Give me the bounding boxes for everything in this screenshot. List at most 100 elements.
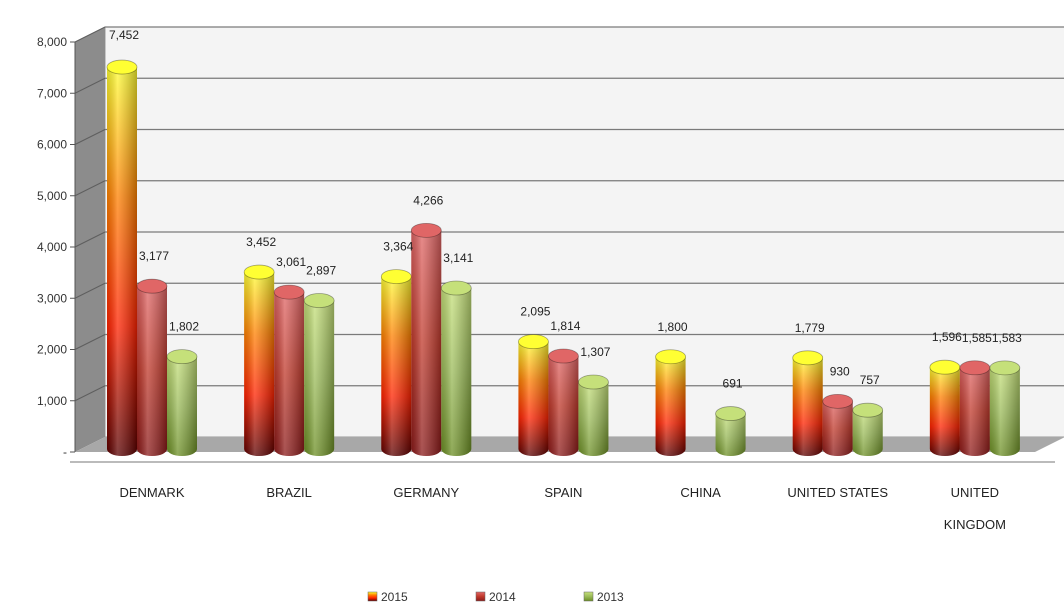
data-label-2014-5: 930 — [830, 364, 850, 378]
bar-top-2013-4 — [715, 406, 746, 421]
category-label-line: DENMARK — [119, 485, 184, 500]
bar-shade-2013-6 — [989, 367, 1020, 457]
bar-shade-2013-2 — [441, 288, 472, 457]
legend-swatch-2014 — [475, 591, 486, 602]
bar-top-2013-6 — [989, 360, 1021, 376]
bar-top-2014-3 — [548, 348, 579, 364]
data-label-2013-3: 1,307 — [580, 345, 610, 359]
bar-shade-2013-0 — [167, 356, 197, 456]
bar-top-2014-1 — [273, 284, 305, 300]
data-label-2013-2: 3,141 — [443, 251, 473, 265]
bar-shade-2013-3 — [578, 382, 609, 457]
data-label-2015-3: 2,095 — [520, 305, 550, 319]
legend-label-2015: 2015 — [381, 590, 408, 604]
y-tick-label: 6,000 — [37, 138, 67, 152]
data-label-2015-6: 1,596 — [932, 330, 962, 344]
data-label-2013-0: 1,802 — [169, 320, 199, 334]
bar-shade-2015-2 — [381, 276, 412, 457]
bar-shade-2015-6 — [929, 367, 960, 457]
bar-top-2015-4 — [655, 349, 686, 365]
data-label-2013-1: 2,897 — [306, 264, 336, 278]
bar-shade-2015-4 — [655, 356, 686, 457]
bar-top-2014-0 — [136, 278, 168, 294]
y-tick-label: - — [63, 445, 67, 459]
gridline-side — [74, 231, 106, 248]
bar-top-2013-3 — [578, 374, 609, 390]
bar-top-2015-1 — [243, 264, 275, 280]
bar-top-2014-6 — [959, 360, 991, 376]
category-label: BRAZIL — [266, 485, 312, 500]
gridline-side — [74, 77, 106, 94]
bar-shade-2014-2 — [411, 230, 442, 457]
bar-shade-2013-4 — [715, 413, 746, 457]
data-label-2015-1: 3,452 — [246, 235, 276, 249]
bar-shade-2013-1 — [304, 300, 335, 457]
data-label-2014-0: 3,177 — [139, 249, 169, 263]
legend-label-2014: 2014 — [489, 590, 516, 604]
data-label-2013-5: 757 — [860, 373, 880, 387]
bar-top-2015-2 — [380, 269, 412, 284]
bar-shade-2014-3 — [548, 356, 579, 457]
data-label-2013-6: 1,583 — [992, 331, 1022, 345]
bar-top-2014-2 — [410, 222, 442, 238]
y-axis-ticks: - 1,000 2,000 3,000 4,000 5,000 6,000 7,000 8,00… — [37, 35, 1055, 463]
gridline-side — [74, 26, 106, 43]
data-label-2014-1: 3,061 — [276, 255, 306, 269]
gridline-side — [74, 282, 106, 299]
category-label-line: BRAZIL — [266, 485, 312, 500]
data-label-2014-6: 1,585 — [962, 331, 992, 345]
data-label-2015-0: 7,452 — [109, 28, 139, 42]
data-label-2014-3: 1,814 — [550, 319, 580, 333]
y-tick-label: 2,000 — [37, 343, 67, 357]
category-label-line: KINGDOM — [944, 517, 1006, 532]
x-axis-categories: DENMARK BRAZIL GERMANY SPAIN CHINA UNITED STA… — [119, 485, 1005, 532]
legend-swatch-2015 — [367, 591, 378, 602]
bar-shade-2014-6 — [959, 367, 990, 457]
bar-top-2015-6 — [929, 359, 961, 375]
gridline-side — [74, 129, 106, 145]
bar-top-2013-2 — [440, 280, 472, 296]
bar-shade-2014-5 — [822, 401, 853, 457]
y-tick-label: 8,000 — [37, 35, 67, 49]
legend: 2015 2014 2013 — [367, 590, 624, 604]
data-label-2015-4: 1,800 — [658, 320, 688, 334]
gridline-side — [74, 180, 106, 197]
y-tick-label: 5,000 — [37, 189, 67, 203]
bar-top-2015-0 — [106, 59, 138, 75]
bars — [106, 59, 1021, 457]
bar-top-2015-5 — [792, 350, 824, 366]
y-tick-label: 3,000 — [37, 291, 67, 305]
data-label-2014-2: 4,266 — [413, 193, 443, 207]
bar-shade-2015-3 — [518, 341, 549, 457]
gridline-side — [74, 334, 106, 350]
legend-swatch-2013 — [583, 591, 594, 602]
bar-top-2015-3 — [518, 334, 549, 350]
category-label-line: SPAIN — [544, 485, 582, 500]
gridlines — [74, 26, 1064, 402]
category-label: CHINA — [680, 485, 721, 500]
category-label-line: UNITED STATES — [787, 485, 888, 500]
bar-shade-2015-5 — [792, 357, 823, 457]
bar-shade-2014-1 — [274, 292, 305, 457]
bar-shade-2013-5 — [852, 410, 883, 457]
category-label: DENMARK — [119, 485, 184, 500]
bar-top-2014-5 — [822, 393, 854, 409]
data-label-2015-5: 1,779 — [795, 321, 825, 335]
y-tick-label: 1,000 — [37, 394, 67, 408]
legend-label-2013: 2013 — [597, 590, 624, 604]
bar-top-2013-1 — [303, 293, 335, 308]
bar-top-2013-5 — [852, 402, 884, 418]
bar-shade-2015-0 — [107, 67, 137, 457]
category-label-line: CHINA — [680, 485, 721, 500]
category-label: UNITED KINGDOM — [944, 485, 1006, 532]
y-tick-label: 4,000 — [37, 240, 67, 254]
category-label: UNITED STATES — [787, 485, 888, 500]
gridline-side — [74, 385, 106, 402]
category-label: SPAIN — [544, 485, 582, 500]
category-label-line: UNITED — [951, 485, 999, 500]
category-label-line: GERMANY — [393, 485, 459, 500]
bar-top-2013-0 — [166, 349, 198, 365]
bar-shade-2014-0 — [137, 286, 167, 456]
